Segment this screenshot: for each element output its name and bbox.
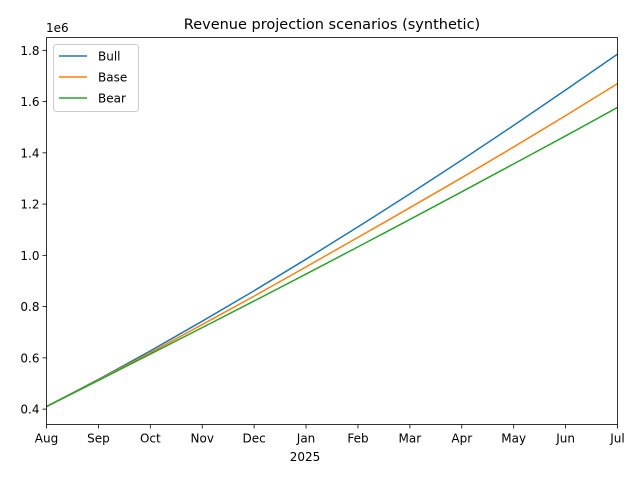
legend-box <box>53 44 139 112</box>
x-tick-label: Mar <box>399 432 422 446</box>
y-axis-offset-label: 1e6 <box>46 21 69 35</box>
x-axis-year-label: 2025 <box>290 450 321 464</box>
x-tick-label: Nov <box>191 432 214 446</box>
y-tick-label: 1.2 <box>20 198 39 212</box>
x-tick-label: May <box>501 432 526 446</box>
y-tick-label: 0.4 <box>20 403 39 417</box>
x-tick-label: Sep <box>87 432 110 446</box>
y-tick-label: 0.8 <box>20 300 39 314</box>
series-line-base <box>46 82 618 408</box>
y-tick-label: 1.8 <box>20 44 39 58</box>
x-tick-label: Jan <box>296 432 316 446</box>
y-tick-label: 1.0 <box>20 249 39 263</box>
x-tick-label: Apr <box>451 432 472 446</box>
y-tick-label: 1.6 <box>20 95 39 109</box>
x-tick-label: Aug <box>35 432 58 446</box>
legend-label-base: Base <box>98 71 127 85</box>
x-tick-label: Jul <box>609 432 624 446</box>
series-layer <box>46 53 618 408</box>
x-tick-label: Dec <box>243 432 266 446</box>
x-tick-label: Oct <box>140 432 161 446</box>
legend: Bull Base Bear <box>53 44 139 112</box>
series-line-bull <box>46 53 618 408</box>
x-tick-label: Feb <box>347 432 368 446</box>
x-axis: Aug Sep Oct Nov Dec Jan Feb Mar Apr May Jun Jul <box>35 424 625 446</box>
series-line-bear <box>46 106 618 408</box>
legend-label-bull: Bull <box>98 50 121 64</box>
x-tick-label: Jun <box>555 432 575 446</box>
y-tick-label: 0.6 <box>20 351 39 365</box>
y-tick-label: 1.4 <box>20 146 39 160</box>
legend-label-bear: Bear <box>98 92 126 106</box>
plot-frame <box>46 37 618 425</box>
chart-title: Revenue projection scenarios (synthetic) <box>184 17 480 33</box>
y-axis: 0.4 0.6 0.8 1.0 1.2 1.4 1.6 1.8 <box>20 44 47 417</box>
